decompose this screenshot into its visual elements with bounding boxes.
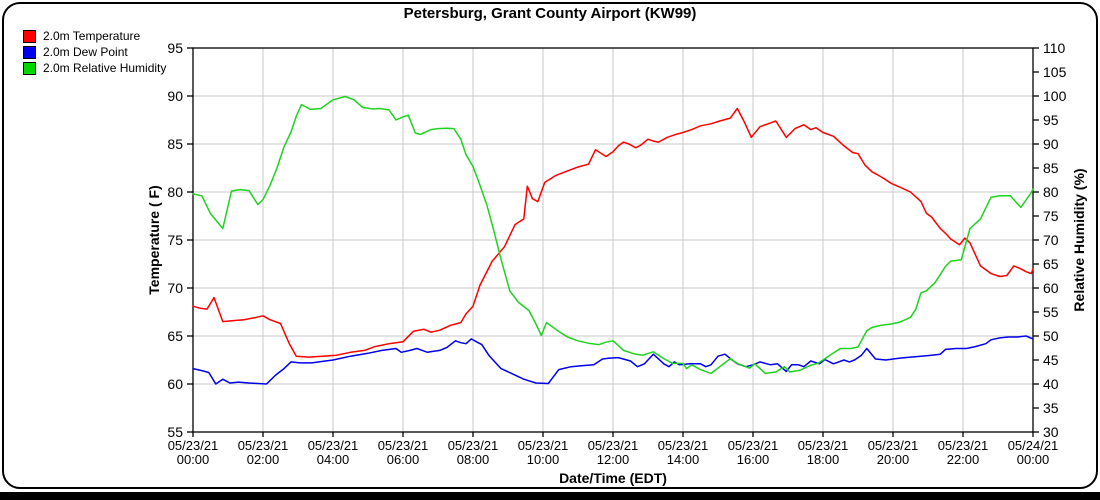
x-tick-time-label: 04:00 xyxy=(317,452,350,467)
x-tick-date-label: 05/23/21 xyxy=(308,438,359,453)
legend-label-relative-humidity: 2.0m Relative Humidity xyxy=(43,61,167,75)
legend-label-dew-point: 2.0m Dew Point xyxy=(43,45,128,59)
y-left-tick-label: 60 xyxy=(167,376,183,392)
x-tick-date-label: 05/23/21 xyxy=(378,438,429,453)
y-right-tick-label: 90 xyxy=(1043,136,1059,152)
y-left-tick-label: 75 xyxy=(167,232,183,248)
x-tick-date-label: 05/23/21 xyxy=(448,438,499,453)
x-tick-time-label: 14:00 xyxy=(667,452,700,467)
x-tick-date-label: 05/23/21 xyxy=(658,438,709,453)
x-tick-time-label: 20:00 xyxy=(877,452,910,467)
y-right-tick-label: 75 xyxy=(1043,208,1059,224)
chart-title: Petersburg, Grant County Airport (KW99) xyxy=(403,5,697,22)
x-tick-date-label: 05/23/21 xyxy=(238,438,289,453)
x-tick-time-label: 08:00 xyxy=(457,452,490,467)
x-tick-date-label: 05/23/21 xyxy=(938,438,989,453)
y-right-tick-label: 70 xyxy=(1043,232,1059,248)
x-tick-time-label: 02:00 xyxy=(247,452,280,467)
x-tick-date-label: 05/23/21 xyxy=(728,438,779,453)
y-left-tick-label: 65 xyxy=(167,328,183,344)
temperature-line xyxy=(192,107,1034,358)
x-tick-date-label: 05/23/21 xyxy=(868,438,919,453)
y-right-tick-label: 100 xyxy=(1043,88,1067,104)
y-right-tick-label: 40 xyxy=(1043,376,1059,392)
x-tick-date-label: 05/23/21 xyxy=(168,438,219,453)
x-tick-date-label: 05/24/21 xyxy=(1008,438,1059,453)
y-right-tick-label: 35 xyxy=(1043,400,1059,416)
legend: 2.0m Temperature 2.0m Dew Point 2.0m Rel… xyxy=(23,28,166,76)
y-left-tick-label: 80 xyxy=(167,184,183,200)
y-right-tick-label: 50 xyxy=(1043,328,1059,344)
temperature-swatch-icon xyxy=(23,29,36,43)
y-right-tick-label: 85 xyxy=(1043,160,1059,176)
y-right-tick-label: 65 xyxy=(1043,256,1059,272)
y-right-tick-label: 110 xyxy=(1043,40,1066,56)
legend-label-temperature: 2.0m Temperature xyxy=(43,29,141,43)
x-tick-time-label: 06:00 xyxy=(387,452,420,467)
y-right-tick-label: 30 xyxy=(1043,424,1059,440)
dew-point-line xyxy=(192,335,1034,385)
y-left-tick-label: 55 xyxy=(167,424,183,440)
dew-point-swatch-icon xyxy=(23,45,36,59)
x-tick-time-label: 22:00 xyxy=(947,452,980,467)
x-tick-time-label: 10:00 xyxy=(527,452,560,467)
x-tick-time-label: 12:00 xyxy=(597,452,630,467)
x-tick-time-label: 00:00 xyxy=(177,452,210,467)
screen-edge-strip xyxy=(0,492,1100,500)
x-tick-date-label: 05/23/21 xyxy=(518,438,569,453)
legend-item-temperature: 2.0m Temperature xyxy=(23,28,166,44)
y-left-tick-label: 90 xyxy=(167,88,183,104)
x-axis-label: Date/Time (EDT) xyxy=(559,470,667,486)
y-right-tick-label: 95 xyxy=(1043,112,1059,128)
y-right-tick-label: 60 xyxy=(1043,280,1059,296)
y-left-tick-label: 85 xyxy=(167,136,183,152)
y-left-tick-label: 70 xyxy=(167,280,183,296)
y-right-tick-label: 45 xyxy=(1043,352,1059,368)
x-tick-time-label: 18:00 xyxy=(807,452,840,467)
y-right-tick-label: 55 xyxy=(1043,304,1059,320)
relative-humidity-line xyxy=(192,95,1034,375)
x-tick-time-label: 00:00 xyxy=(1017,452,1050,467)
legend-item-dew-point: 2.0m Dew Point xyxy=(23,44,166,60)
y-right-tick-label: 80 xyxy=(1043,184,1059,200)
x-tick-date-label: 05/23/21 xyxy=(798,438,849,453)
y-right-tick-label: 105 xyxy=(1043,64,1067,80)
x-tick-date-label: 05/23/21 xyxy=(588,438,639,453)
relative-humidity-swatch-icon xyxy=(23,61,36,75)
legend-item-relative-humidity: 2.0m Relative Humidity xyxy=(23,60,166,76)
y-left-tick-label: 95 xyxy=(167,40,183,56)
x-tick-time-label: 16:00 xyxy=(737,452,770,467)
